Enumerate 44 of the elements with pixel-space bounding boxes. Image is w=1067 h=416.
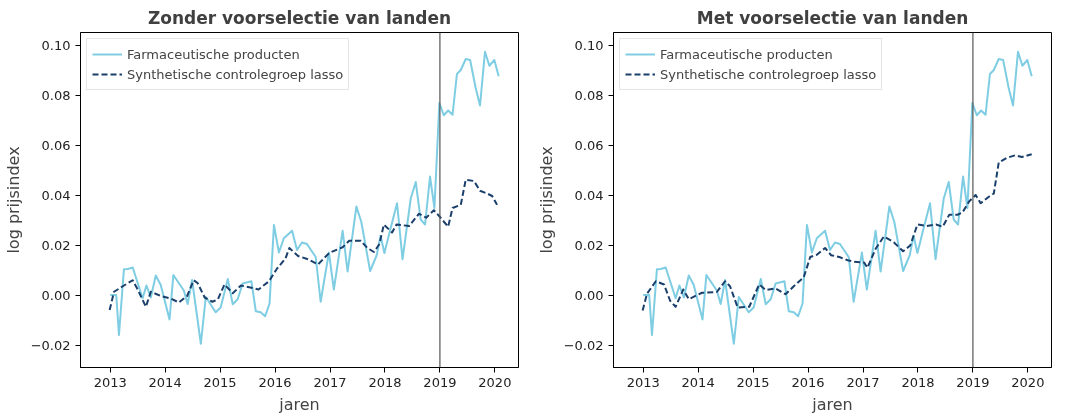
y-axis-title: log prijsindex xyxy=(536,146,556,254)
x-tick-label: 2015 xyxy=(203,374,237,390)
line-series xyxy=(642,50,1033,345)
y-tick-label: 0.06 xyxy=(41,137,71,153)
x-tick-label: 2020 xyxy=(478,374,512,390)
legend-label: Farmaceutische producten xyxy=(127,46,300,62)
y-tick-label: 0.08 xyxy=(41,87,71,103)
chart-title: Zonder voorselectie van landen xyxy=(147,7,452,28)
x-tick-label: 2014 xyxy=(681,374,715,390)
x-tick-label: 2013 xyxy=(626,374,660,390)
x-axis-title: jaren xyxy=(278,394,320,414)
x-tick-label: 2013 xyxy=(93,374,127,390)
x-tick-label: 2018 xyxy=(368,374,402,390)
line-series xyxy=(641,153,1033,312)
y-tick-label: 0.06 xyxy=(574,137,604,153)
y-axis-title: log prijsindex xyxy=(3,146,23,254)
y-tick-label: 0.02 xyxy=(574,237,604,253)
x-tick-label: 2016 xyxy=(258,374,292,390)
y-tick-label: −0.02 xyxy=(563,337,604,353)
y-tick-label: 0.10 xyxy=(41,37,71,53)
legend-label: Synthetische controlegroep lasso xyxy=(127,66,344,82)
y-tick-label: 0.02 xyxy=(41,237,71,253)
x-axis-title: jaren xyxy=(811,394,853,414)
y-tick-label: 0.10 xyxy=(574,37,604,53)
x-tick-label: 2019 xyxy=(956,374,990,390)
y-tick-label: 0.08 xyxy=(574,87,604,103)
y-tick-label: 0.04 xyxy=(574,187,604,203)
x-tick-label: 2015 xyxy=(736,374,770,390)
legend-label: Synthetische controlegroep lasso xyxy=(660,66,877,82)
x-tick-label: 2017 xyxy=(313,374,347,390)
line-series xyxy=(109,50,500,345)
line-series xyxy=(108,178,499,311)
y-tick-label: 0.00 xyxy=(41,287,71,303)
x-tick-label: 2020 xyxy=(1011,374,1045,390)
y-tick-label: 0.04 xyxy=(41,187,71,203)
y-tick-label: −0.02 xyxy=(30,337,71,353)
y-tick-label: 0.00 xyxy=(574,287,604,303)
x-tick-label: 2018 xyxy=(901,374,935,390)
x-tick-label: 2019 xyxy=(423,374,457,390)
x-tick-label: 2014 xyxy=(148,374,182,390)
legend-label: Farmaceutische producten xyxy=(660,46,833,62)
chart-title: Met voorselectie van landen xyxy=(696,7,969,28)
x-tick-label: 2016 xyxy=(791,374,825,390)
x-tick-label: 2017 xyxy=(846,374,880,390)
